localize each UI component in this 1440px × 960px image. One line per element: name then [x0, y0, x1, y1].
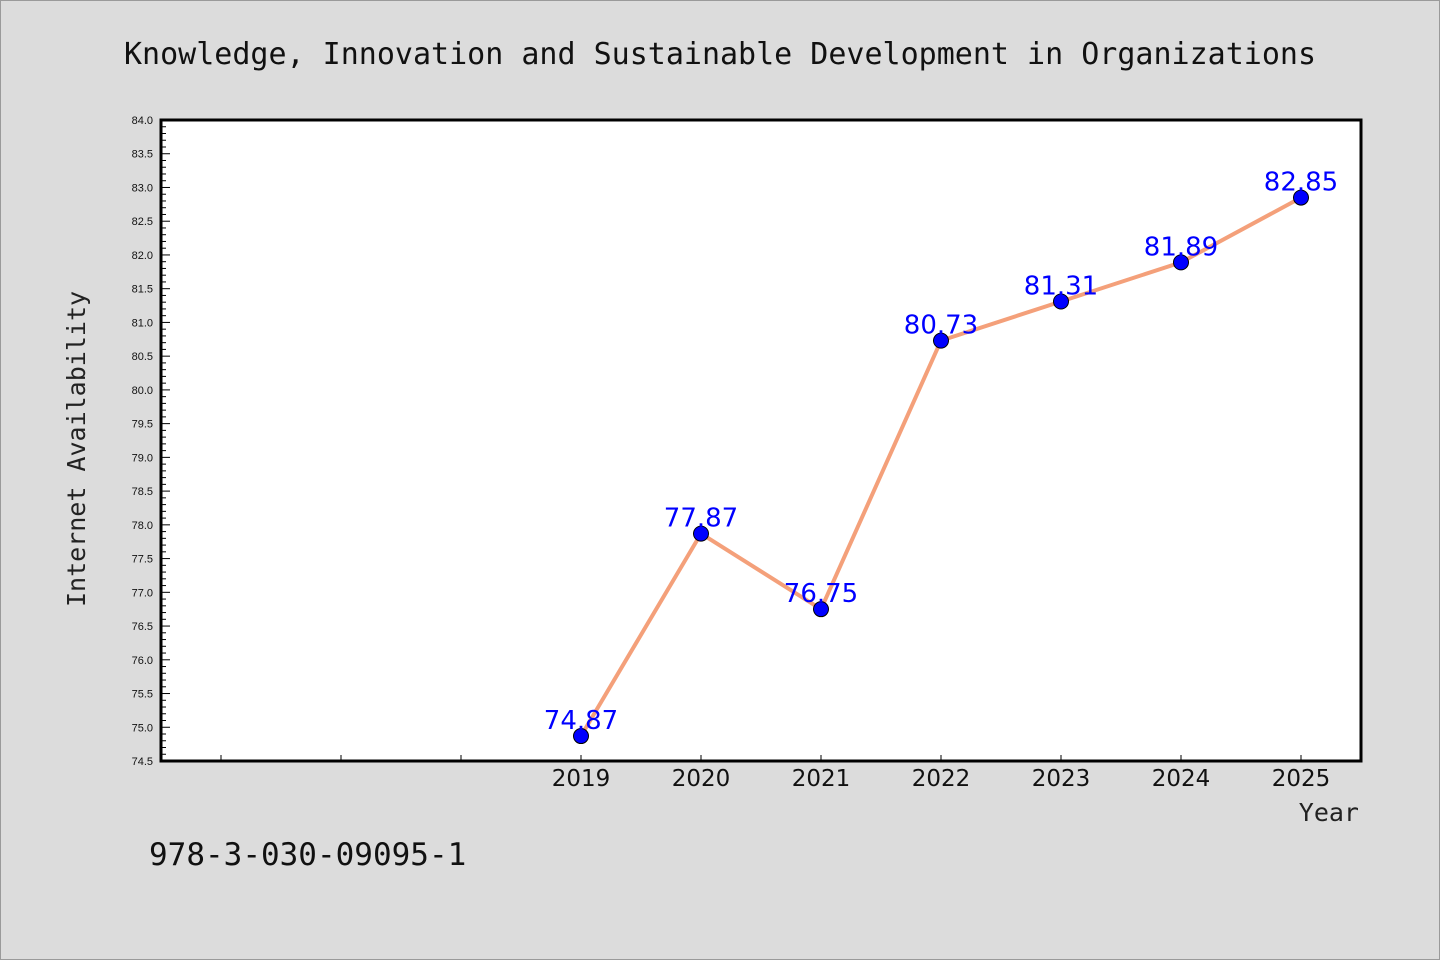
y-tick-label: 84.0 — [132, 115, 153, 127]
x-tick-label: 2023 — [1032, 766, 1091, 792]
x-axis: 2019 2020 2021 2022 2023 2024 2025 — [220, 755, 1331, 792]
y-tick-label: 77.5 — [132, 554, 153, 566]
y-tick-label: 77.0 — [132, 587, 153, 599]
y-tick-label: 80.5 — [132, 351, 153, 363]
data-label: 81.89 — [1144, 232, 1218, 262]
data-label: 76.75 — [784, 579, 858, 609]
x-tick-label: 2025 — [1272, 766, 1331, 792]
data-point — [573, 728, 589, 745]
y-tick-label: 76.0 — [132, 655, 153, 667]
y-tick-label: 74.5 — [132, 756, 153, 768]
y-tick-label: 76.5 — [132, 621, 153, 633]
y-tick-label: 79.5 — [132, 419, 153, 431]
x-tick-label: 2024 — [1152, 766, 1211, 792]
y-tick-label: 81.5 — [132, 284, 153, 296]
x-axis-label: Year — [1299, 798, 1359, 827]
y-tick-label: 80.0 — [132, 385, 153, 397]
plot-area — [159, 118, 1363, 763]
y-tick-label: 83.5 — [132, 149, 153, 161]
x-tick-label: 2022 — [912, 766, 971, 792]
y-tick-label: 75.5 — [132, 689, 153, 701]
data-point — [1173, 254, 1189, 271]
x-tick-label: 2019 — [552, 766, 611, 792]
x-tick-label: 2020 — [672, 766, 731, 792]
data-label: 80.73 — [904, 311, 978, 341]
x-tick-label: 2021 — [792, 766, 851, 792]
y-axis: 74.5 75.0 75.5 76.0 76.5 77.0 77.5 78.0 78.5 79.0… — [132, 115, 170, 768]
data-point — [1053, 293, 1069, 310]
y-axis-label: Internet Availability — [62, 291, 91, 607]
data-label: 82.85 — [1264, 168, 1338, 198]
data-label: 74.87 — [544, 706, 618, 736]
y-tick-label: 79.0 — [132, 452, 153, 464]
data-labels: 74.87 77.87 76.75 80.73 81.31 81.89 82.85 — [544, 168, 1338, 736]
data-point — [693, 525, 709, 542]
y-tick-label: 82.0 — [132, 250, 153, 262]
isbn-footer: 978-3-030-09095-1 — [149, 837, 466, 873]
y-tick-label: 78.5 — [132, 486, 153, 498]
y-tick-label: 82.5 — [132, 216, 153, 228]
y-tick-label: 75.0 — [132, 722, 153, 734]
data-label: 77.87 — [664, 504, 738, 534]
data-point — [1293, 189, 1309, 206]
chart-title: Knowledge, Innovation and Sustainable De… — [124, 37, 1316, 72]
data-point — [933, 332, 949, 349]
y-tick-label: 83.0 — [132, 182, 153, 194]
y-tick-label: 78.0 — [132, 520, 153, 532]
data-point — [813, 601, 829, 618]
series-line-group — [573, 189, 1309, 745]
data-label: 81.31 — [1024, 272, 1098, 302]
y-tick-label: 81.0 — [132, 317, 153, 329]
